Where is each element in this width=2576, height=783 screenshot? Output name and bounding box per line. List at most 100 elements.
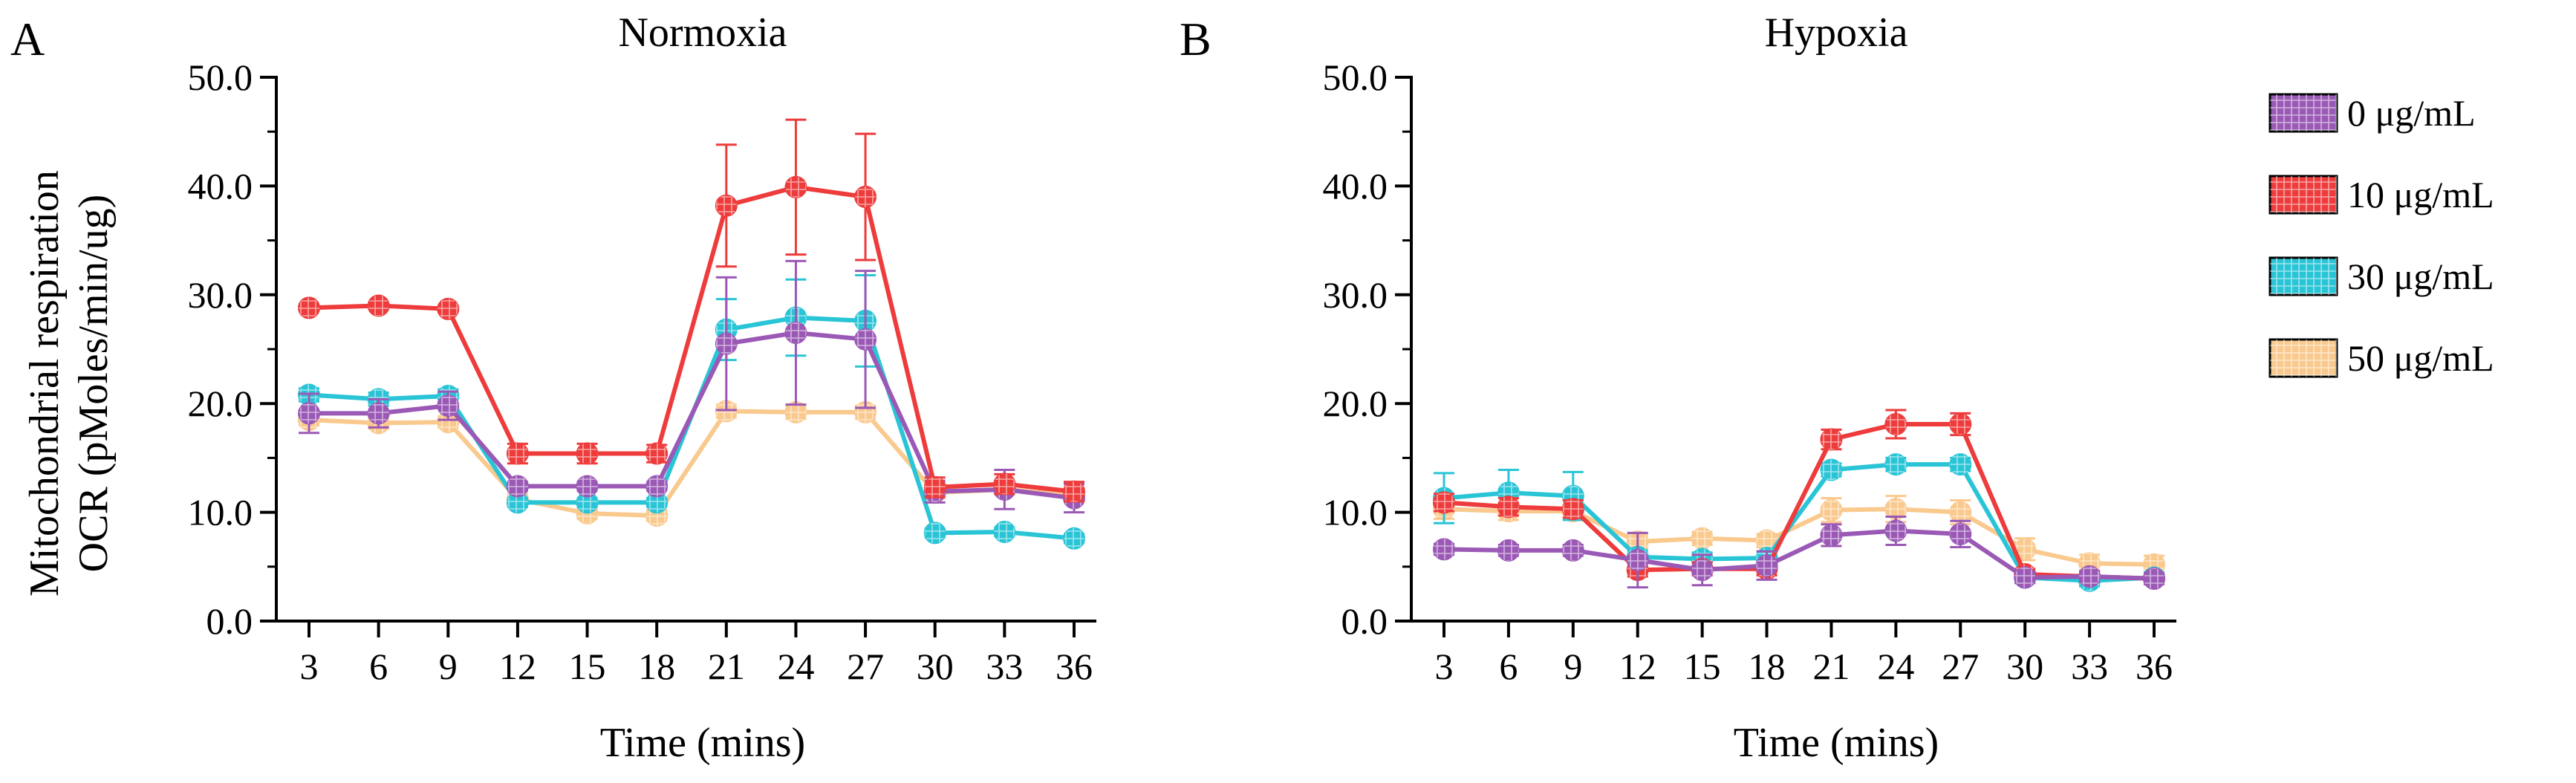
data-point-hatch [646,492,668,513]
legend-label: 10 μg/mL [2347,174,2494,215]
series-10-g-ml [1433,409,2165,590]
series-layer-b [1433,409,2165,592]
data-point-hatch [1691,527,1713,549]
series-line [1443,462,2155,583]
legend-item: 30 μg/mL [2268,256,2494,297]
y-tick-label: 50.0 [188,56,253,98]
y-axis-title-line2: OCR (pMoles/min/ug) [71,195,117,573]
legend-item: 50 μg/mL [2268,337,2494,379]
data-point-hatch [1821,499,1842,521]
x-tick-label: 15 [1684,646,1721,687]
data-point-hatch [1950,414,1971,435]
legend-label: 30 μg/mL [2347,256,2494,297]
chart-title-hypoxia: Hypoxia [1765,10,1908,56]
x-tick-label: 24 [1877,646,1914,687]
data-point-hatch [2079,565,2101,587]
series-10-g-ml [298,118,1085,503]
data-point-hatch [1950,454,1971,475]
axes-a: 0.010.020.030.040.050.03 6 9 12 15 18 21 24 27 30… [188,56,1096,687]
y-tick-label: 20.0 [188,383,253,424]
x-axis-title-b: Time (mins) [1734,720,1939,766]
x-tick-label: 15 [569,646,606,687]
x-tick-label: 3 [300,646,319,687]
y-axis-title-line1: Mitochondrial respiration [22,170,68,597]
series-layer-a [298,118,1085,550]
data-point-hatch [1756,530,1777,551]
data-point-hatch [1064,481,1084,502]
x-axis-title-a: Time (mins) [600,720,805,766]
legend-label: 50 μg/mL [2347,337,2494,379]
data-point-hatch [1821,524,1842,546]
x-tick-label: 12 [1619,646,1656,687]
data-point-hatch [1950,523,1971,545]
x-tick-label: 9 [439,646,458,687]
x-tick-label: 33 [2071,646,2108,687]
data-point-hatch [1885,498,1907,520]
chart-panel-b: B Hypoxia Time (mins) 0.0 10.0 20.0 30.0 40.… [1180,10,2176,766]
data-point-hatch [438,298,459,319]
series-line [308,184,1075,494]
data-point-hatch [855,186,876,208]
data-point-hatch [1950,501,1971,523]
data-point-hatch [1756,555,1777,576]
data-point-hatch [438,395,459,417]
data-point-hatch [785,176,807,198]
y-tick-label: 30.0 [1323,274,1388,316]
series-0-g-ml [298,259,1085,514]
data-point-hatch [2014,567,2036,588]
y-tick-label: 0.0 [1341,600,1388,642]
legend-swatch-hatch [2270,258,2337,295]
data-point-hatch [1885,454,1907,475]
legend-swatch-hatch [2270,176,2337,213]
data-point-hatch [2144,568,2164,589]
data-point-hatch [994,473,1015,495]
x-tick-label: 24 [777,646,814,687]
data-point-hatch [299,403,319,424]
data-point-hatch [855,328,876,350]
data-point-hatch [1691,559,1713,581]
y-tick-label: 30.0 [188,274,253,316]
data-point-hatch [507,443,528,464]
y-tick-label: 0.0 [206,600,253,642]
data-point-hatch [994,521,1015,542]
chart-title-normoxia: Normoxia [618,10,787,56]
data-point-hatch [1627,550,1648,571]
x-tick-label: 33 [986,646,1023,687]
x-tick-label: 30 [917,646,954,687]
x-tick-label: 6 [369,646,388,687]
panel-letter-a: A [10,13,45,65]
data-point-hatch [1821,429,1842,450]
data-point-hatch [1562,539,1584,561]
series-line [308,409,1075,518]
legend-label: 0 μg/mL [2347,92,2476,134]
x-tick-label: 30 [2006,646,2043,687]
data-point-hatch [1885,414,1907,435]
data-point-hatch [1885,520,1907,542]
data-point-hatch [715,195,737,216]
x-tick-label: 21 [1812,646,1850,687]
data-point-hatch [2014,539,2036,560]
x-tick-label: 6 [1499,646,1518,687]
data-point-hatch [1497,496,1519,518]
y-axis-title: Mitochondrial respiration OCR (pMoles/mi… [22,170,117,597]
data-point-hatch [1434,492,1454,513]
data-point-hatch [368,403,389,424]
x-tick-label: 3 [1435,646,1454,687]
x-tick-label: 27 [1942,646,1979,687]
data-point-hatch [924,522,946,544]
x-tick-label: 12 [499,646,536,687]
y-tick-label: 50.0 [1323,56,1388,98]
series-line [309,331,1075,501]
data-point-hatch [646,475,668,497]
x-tick-label: 21 [708,646,745,687]
legend: 0 μg/mL 10 μg/mL 30 μg/mL 50 μg/mL [2268,92,2494,379]
data-point-hatch [646,443,668,464]
data-point-hatch [924,476,946,498]
data-point-hatch [1064,527,1084,549]
data-point-hatch [576,475,598,497]
series-0-g-ml [1433,515,2165,590]
data-point-hatch [299,297,319,319]
data-point-hatch [1497,539,1519,561]
series-line [308,315,1075,541]
